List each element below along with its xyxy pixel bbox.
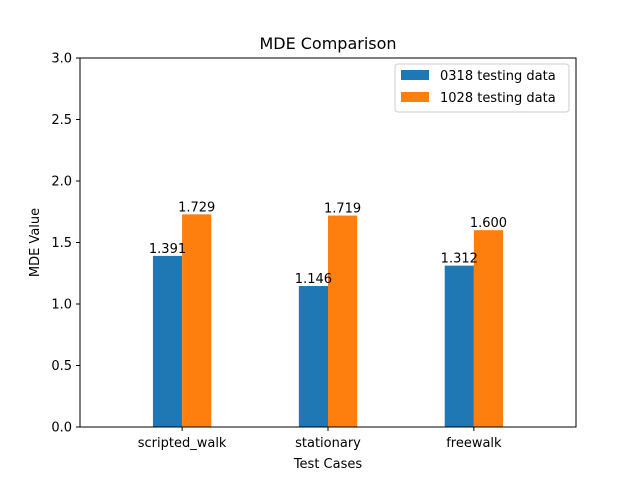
chart-title: MDE Comparison: [259, 34, 396, 53]
y-tick-label: 2.5: [51, 113, 72, 128]
data-label: 1.391: [149, 242, 186, 257]
bar-scripted_walk-0: [152, 255, 183, 427]
x-axis-label: Test Cases: [293, 457, 363, 472]
y-tick-label: 2.0: [51, 175, 72, 190]
bar-stationary-1: [328, 215, 358, 427]
legend-label-0318: 0318 testing data: [440, 69, 556, 84]
y-tick-label: 0.0: [51, 421, 72, 436]
y-tick-label: 1.0: [51, 298, 72, 313]
data-label: 1.600: [470, 216, 507, 231]
x-tick-label: freewalk: [446, 436, 502, 451]
data-labels: 1.391 1.729 1.146 1.719 1.312 1.600: [149, 200, 507, 287]
bar-freewalk-1: [473, 230, 504, 427]
data-label: 1.729: [178, 200, 215, 215]
plot-frame: [79, 57, 577, 428]
x-tick-label: scripted_walk: [138, 436, 227, 451]
data-label: 1.146: [295, 272, 332, 287]
legend-swatch-0318: [401, 70, 429, 80]
legend-box: [394, 63, 570, 113]
bar-scripted_walk-1: [182, 214, 212, 427]
y-axis-label: MDE Value: [28, 208, 43, 277]
data-label: 1.312: [441, 252, 478, 267]
legend-label-1028: 1028 testing data: [440, 91, 556, 106]
y-tick-label: 1.5: [51, 236, 72, 251]
x-tick-label: stationary: [295, 436, 361, 451]
y-axis-ticks: 0.0 0.5 1.0 1.5 2.0 2.5 3.0: [51, 52, 80, 436]
x-axis-ticks: scripted_walk stationary freewalk: [138, 427, 502, 451]
legend: 0318 testing data 1028 testing data: [394, 63, 570, 113]
data-label: 1.719: [324, 202, 361, 217]
bar-series: [152, 214, 504, 427]
y-tick-label: 3.0: [51, 52, 72, 67]
legend-swatch-1028: [401, 92, 429, 102]
bar-freewalk-0: [444, 265, 474, 427]
y-tick-label: 0.5: [51, 359, 72, 374]
bar-stationary-0: [298, 286, 328, 427]
